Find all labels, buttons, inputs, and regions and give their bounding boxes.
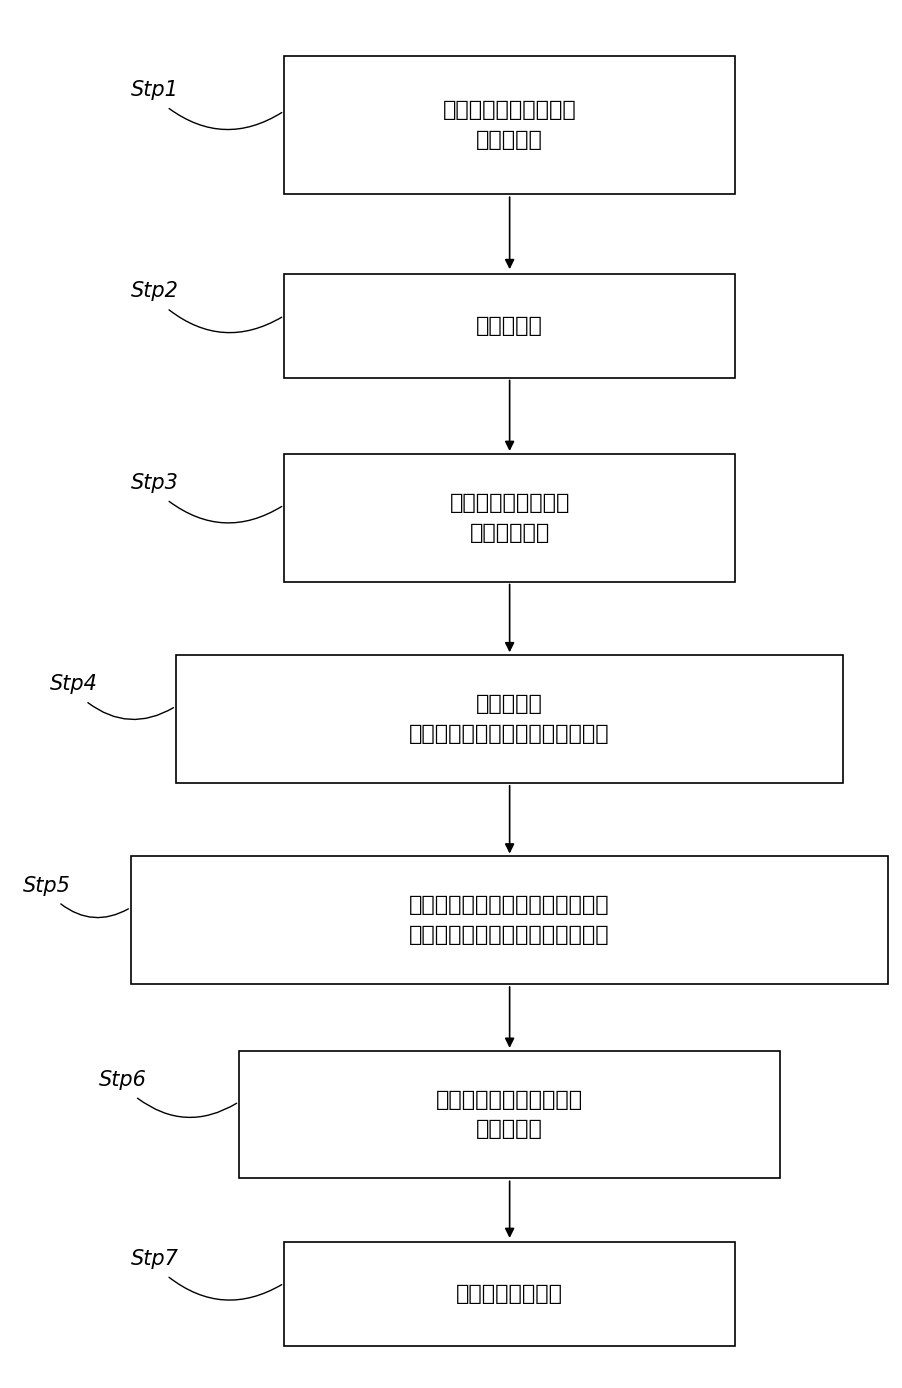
Bar [284,1241,735,1346]
Bar [284,56,735,194]
Text: Stp4: Stp4 [50,675,97,694]
Text: 在数学软件中编写故障
树分析程序: 在数学软件中编写故障 树分析程序 [443,100,576,150]
Text: Stp5: Stp5 [23,876,70,895]
Text: 针对每个顶事件建立
规范化故障树: 针对每个顶事件建立 规范化故障树 [449,493,570,543]
Text: 定量分析，计算顶事件发生概率、
最小割集重要度和基本事件重要度: 定量分析，计算顶事件发生概率、 最小割集重要度和基本事件重要度 [410,895,610,945]
Text: 定性分析，
求取顶事件对应故障树的最小割集: 定性分析， 求取顶事件对应故障树的最小割集 [410,694,610,744]
Text: Stp6: Stp6 [99,1070,147,1090]
Bar [284,275,735,378]
Bar [176,655,843,783]
Bar [284,454,735,582]
Bar [131,856,888,984]
Text: 选择顶事件: 选择顶事件 [476,316,543,336]
Text: Stp7: Stp7 [131,1249,179,1269]
Text: 得到故障诊断顺序，给出
诊断决策树: 得到故障诊断顺序，给出 诊断决策树 [436,1090,584,1140]
Text: 转化成诊断流程图: 转化成诊断流程图 [456,1284,563,1303]
Text: Stp3: Stp3 [131,473,179,493]
Text: Stp2: Stp2 [131,282,179,301]
Text: Stp1: Stp1 [131,81,179,100]
Bar [239,1051,780,1178]
